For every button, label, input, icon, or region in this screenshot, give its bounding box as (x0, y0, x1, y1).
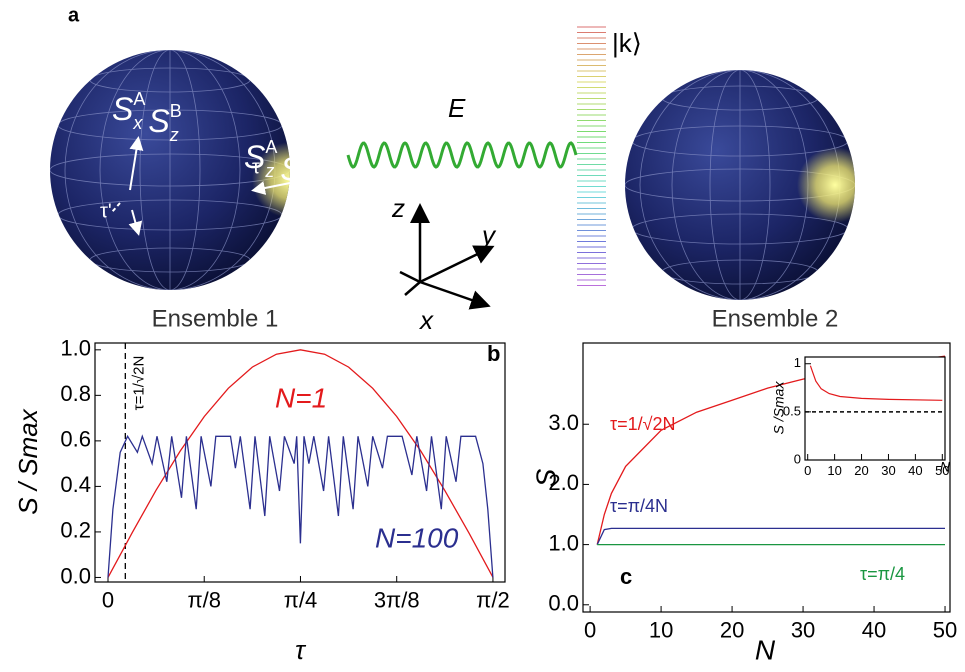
panel-label: b (487, 341, 500, 366)
x-tick-label: π/8 (187, 588, 221, 613)
y-tick-label: 1.0 (60, 336, 91, 361)
y-tick-label: 0.4 (60, 472, 91, 497)
operator-sub: x (132, 113, 143, 133)
operator-sup: A (133, 89, 145, 109)
spectrum (577, 26, 606, 286)
y-tick-label: 0.8 (60, 381, 91, 406)
field-label: E (448, 93, 466, 123)
charts: 0 π/8 π/4 3π/8 π/2 0.0 0.2 0.4 0.6 0.8 1.0 τ S / Sma… (13, 336, 957, 666)
x-tick-label: 20 (854, 463, 868, 478)
y-axis-label: S /Smax (771, 381, 787, 435)
panel-label: c (620, 564, 632, 589)
x-tick-label: 20 (720, 618, 744, 643)
y-axis-label: S (530, 468, 561, 487)
axis-label: x (418, 305, 434, 335)
operator-sub: z (169, 125, 179, 145)
series-label: τ=1/√2N (610, 414, 676, 434)
y-tick-label: 3.0 (548, 410, 579, 435)
x-axis-label: N (755, 634, 776, 665)
x-tick-label: 0 (102, 588, 114, 613)
y-tick-label: 0 (794, 451, 801, 466)
operator-symbol: S (244, 139, 265, 175)
x-axis-label: τ (295, 635, 307, 665)
plot-frame (804, 356, 946, 461)
y-tick-label: 0.6 (60, 427, 91, 452)
x-tick-label: π/4 (284, 588, 318, 613)
state-label: |k⟩ (612, 28, 642, 58)
sphere-2 (625, 70, 855, 300)
line-series (107, 434, 494, 578)
operator: SA x SB z (112, 89, 182, 145)
ensemble-label: Ensemble 1 (152, 305, 279, 332)
line-series (809, 365, 943, 401)
panel-label: a (68, 4, 80, 26)
tau: τ (252, 156, 260, 178)
x-tick-label: 0 (584, 618, 596, 643)
y-axis-label: S / Smax (13, 408, 43, 514)
operator-symbol: S (148, 103, 169, 139)
y-tick-label: 0.2 (60, 518, 91, 543)
x-tick-label: 40 (908, 463, 922, 478)
operator-sup: B (302, 149, 314, 169)
series-label: τ=π/4 (860, 564, 905, 584)
axis-label: z (391, 193, 405, 223)
operator-sub: z (264, 161, 274, 181)
operator-sup: A (265, 137, 277, 157)
y-tick-label: 0.0 (548, 591, 579, 616)
x-tick-label: 0 (804, 463, 811, 478)
series-label: N=1 (275, 382, 327, 413)
y-tick-label: 2.0 (548, 470, 579, 495)
y-tick-label: 0.5 (783, 403, 801, 418)
x-tick-label: 50 (935, 463, 949, 478)
operator-sub: z (301, 173, 311, 193)
x-tick-label: 3π/8 (374, 588, 420, 613)
tau-prime: τ' (100, 200, 112, 222)
x-tick-label: 10 (649, 618, 673, 643)
operator-symbol: S (280, 151, 301, 187)
series-label: N=100 (375, 522, 459, 553)
x-tick-label: π/2 (476, 588, 510, 613)
x-axis-label: N (940, 459, 951, 475)
x-tick-label: 50 (933, 618, 957, 643)
y-tick-label: 0.0 (60, 563, 91, 588)
y-tick-label: 1.0 (548, 530, 579, 555)
axis-label: y (480, 220, 497, 250)
x-tick-label: 30 (791, 618, 815, 643)
x-tick-label: 10 (827, 463, 841, 478)
ensemble-label: Ensemble 2 (712, 305, 839, 332)
operator-symbol: S (112, 91, 133, 127)
operator-sup: B (170, 101, 182, 121)
field-wave (346, 141, 578, 169)
reference-label: τ=1/√2N (130, 356, 147, 411)
line-series (596, 527, 945, 545)
axes-triad (399, 203, 495, 310)
x-tick-label: 30 (881, 463, 895, 478)
series-label: τ=π/4N (610, 496, 668, 516)
y-tick-label: 1 (794, 355, 801, 370)
operator: SA z SB z (244, 137, 314, 193)
x-tick-label: 40 (862, 618, 886, 643)
